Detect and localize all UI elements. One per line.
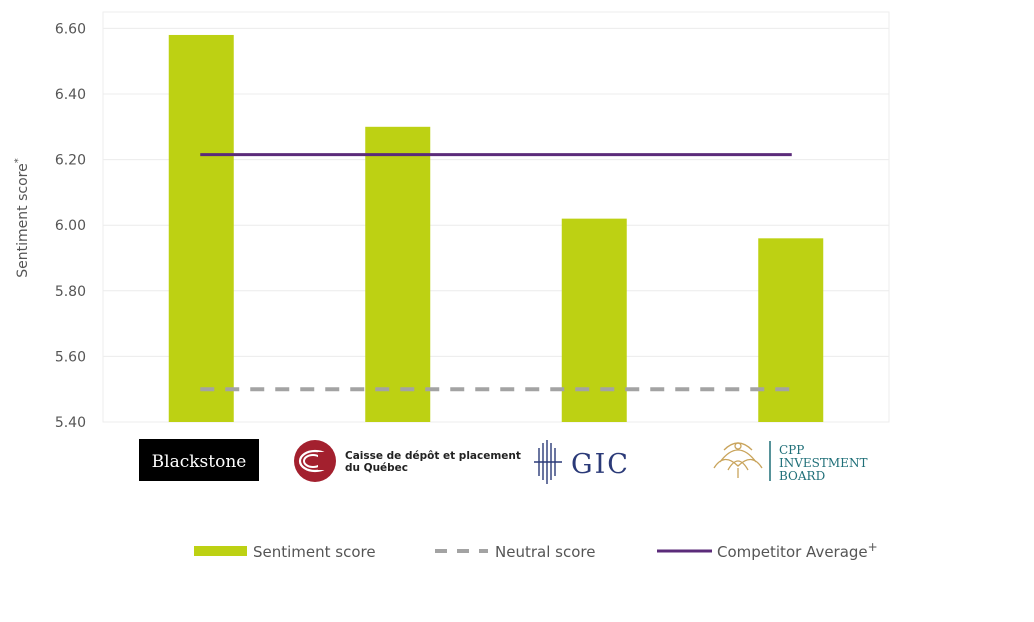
grid-lines <box>103 27 889 423</box>
y-axis-label-superscript: * <box>13 158 24 163</box>
bar-4 <box>758 238 824 422</box>
bar-1 <box>168 34 234 423</box>
y-axis-ticks: 5.40 5.60 5.80 6.00 6.20 6.40 6.60 <box>55 21 86 431</box>
y-tick-label: 6.40 <box>55 87 86 103</box>
y-tick-label: 6.60 <box>55 21 86 37</box>
legend-item-sentiment: Sentiment score <box>194 543 376 561</box>
bar-3 <box>561 218 627 422</box>
y-tick-label: 5.60 <box>55 349 86 365</box>
legend-swatch-sentiment <box>194 546 247 556</box>
logo-gic: GIC <box>534 440 630 484</box>
plot-area <box>102 11 890 423</box>
legend-label-average: Competitor Average+ <box>717 540 878 561</box>
logo-cpp: CPP INVESTMENT BOARD <box>713 441 867 483</box>
logo-blackstone: Blackstone <box>139 439 259 481</box>
legend-label-neutral: Neutral score <box>495 543 595 561</box>
y-tick-label: 5.80 <box>55 284 86 300</box>
blackstone-logo-box <box>139 439 259 481</box>
legend-label-sentiment: Sentiment score <box>253 543 376 561</box>
legend: Sentiment score Neutral score Competitor… <box>194 540 878 561</box>
y-tick-label: 6.20 <box>55 153 86 169</box>
reference-lines <box>200 153 792 392</box>
cpp-logo-line3: BOARD <box>779 469 825 483</box>
bars <box>168 34 824 423</box>
cpp-logo-line1: CPP <box>779 443 804 457</box>
cdpq-logo-line1: Caisse de dépôt et placement <box>345 450 521 462</box>
y-tick-label: 6.00 <box>55 218 86 234</box>
cdpq-logo-line2: du Québec <box>345 462 408 474</box>
cpp-logo-line2: INVESTMENT <box>779 456 867 470</box>
legend-label-average-text: Competitor Average <box>717 543 868 561</box>
gic-logo-text: GIC <box>571 449 630 480</box>
legend-item-neutral: Neutral score <box>435 543 595 561</box>
blackstone-logo-text: Blackstone <box>152 452 247 472</box>
bar-2 <box>365 126 431 423</box>
legend-item-average: Competitor Average+ <box>657 540 878 561</box>
cpp-maple-leaf-icon <box>713 442 763 478</box>
y-axis-label: Sentiment score* <box>13 158 31 277</box>
logo-cdpq: Caisse de dépôt et placement du Québec <box>294 440 521 482</box>
y-axis-label-text: Sentiment score <box>15 163 31 277</box>
y-tick-label: 5.40 <box>55 415 86 431</box>
gic-lines-icon <box>534 440 562 484</box>
cdpq-swirl-icon <box>294 440 336 482</box>
legend-label-average-superscript: + <box>868 540 878 554</box>
